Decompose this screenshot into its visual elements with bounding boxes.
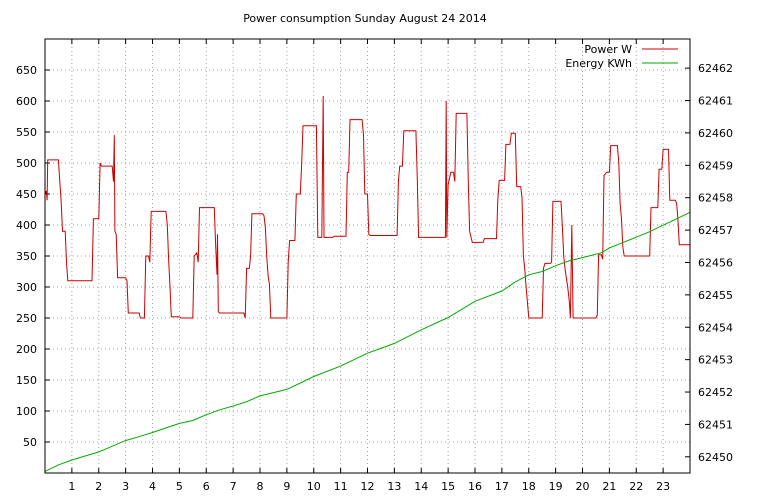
- x-tick-label: 16: [468, 480, 482, 493]
- y-tick-label: 50: [23, 436, 37, 449]
- x-tick-label: 23: [656, 480, 670, 493]
- x-tick-label: 19: [549, 480, 563, 493]
- x-tick-label: 5: [176, 480, 183, 493]
- x-tick-label: 21: [602, 480, 616, 493]
- x-tick-label: 14: [414, 480, 428, 493]
- y2-tick-label: 62459: [698, 159, 733, 172]
- x-tick-label: 3: [122, 480, 129, 493]
- y-tick-label: 450: [16, 188, 37, 201]
- series-line-power: [44, 95, 690, 319]
- y-tick-label: 350: [16, 250, 37, 263]
- y2-tick-label: 62458: [698, 192, 733, 205]
- x-tick-label: 7: [230, 480, 237, 493]
- y2-tick-label: 62457: [698, 224, 733, 237]
- y2-tick-label: 62456: [698, 256, 733, 269]
- x-tick-label: 22: [629, 480, 643, 493]
- y-tick-label: 550: [16, 126, 37, 139]
- legend-label-power: Power W: [584, 43, 632, 56]
- y2-tick-label: 62455: [698, 289, 733, 302]
- y2-tick-label: 62451: [698, 418, 733, 431]
- x-tick-label: 13: [387, 480, 401, 493]
- y2-tick-label: 62453: [698, 354, 733, 367]
- x-tick-label: 9: [283, 480, 290, 493]
- y-tick-label: 500: [16, 157, 37, 170]
- x-tick-label: 6: [203, 480, 210, 493]
- y2-tick-label: 62462: [698, 62, 733, 75]
- x-tick-label: 17: [495, 480, 509, 493]
- x-tick-label: 12: [361, 480, 375, 493]
- x-tick-label: 18: [522, 480, 536, 493]
- series-line-energy: [44, 211, 691, 472]
- y-tick-label: 400: [16, 219, 37, 232]
- y-tick-label: 150: [16, 374, 37, 387]
- series-lines: [44, 95, 691, 472]
- x-tick-label: 20: [576, 480, 590, 493]
- y2-tick-label: 62450: [698, 451, 733, 464]
- chart-title: Power consumption Sunday August 24 2014: [243, 12, 487, 25]
- x-tick-label: 8: [257, 480, 264, 493]
- y2-tick-label: 62454: [698, 321, 733, 334]
- x-tick-label: 11: [334, 480, 348, 493]
- legend-label-energy: Energy KWh: [565, 57, 632, 70]
- grid-lines: [45, 39, 690, 473]
- y-tick-label: 250: [16, 312, 37, 325]
- y-tick-label: 600: [16, 95, 37, 108]
- x-tick-label: 4: [149, 480, 156, 493]
- y2-tick-label: 62461: [698, 95, 733, 108]
- x-tick-label: 10: [307, 480, 321, 493]
- y2-tick-label: 62452: [698, 386, 733, 399]
- y-tick-label: 100: [16, 405, 37, 418]
- y-tick-label: 650: [16, 64, 37, 77]
- legend: Power W Energy KWh: [565, 43, 678, 70]
- tick-marks: [45, 39, 690, 473]
- x-tick-label: 1: [68, 480, 75, 493]
- y-tick-label: 300: [16, 281, 37, 294]
- x-tick-labels: 1 2 3 4 5 6 7 8 9 10 11 12 13 14 15 16 17 18 19 20 21 22 23: [68, 480, 670, 493]
- y2-tick-labels: 62450 62451 62452 62453 62454 62455 62456 62457…: [698, 62, 733, 464]
- y2-tick-label: 62460: [698, 127, 733, 140]
- x-tick-label: 15: [441, 480, 455, 493]
- x-tick-label: 2: [95, 480, 102, 493]
- plot-frame: [44, 38, 691, 474]
- y-tick-labels: 50 100 150 200 250 300 350 400 450 500 550 600 650: [16, 64, 37, 449]
- y-tick-label: 200: [16, 343, 37, 356]
